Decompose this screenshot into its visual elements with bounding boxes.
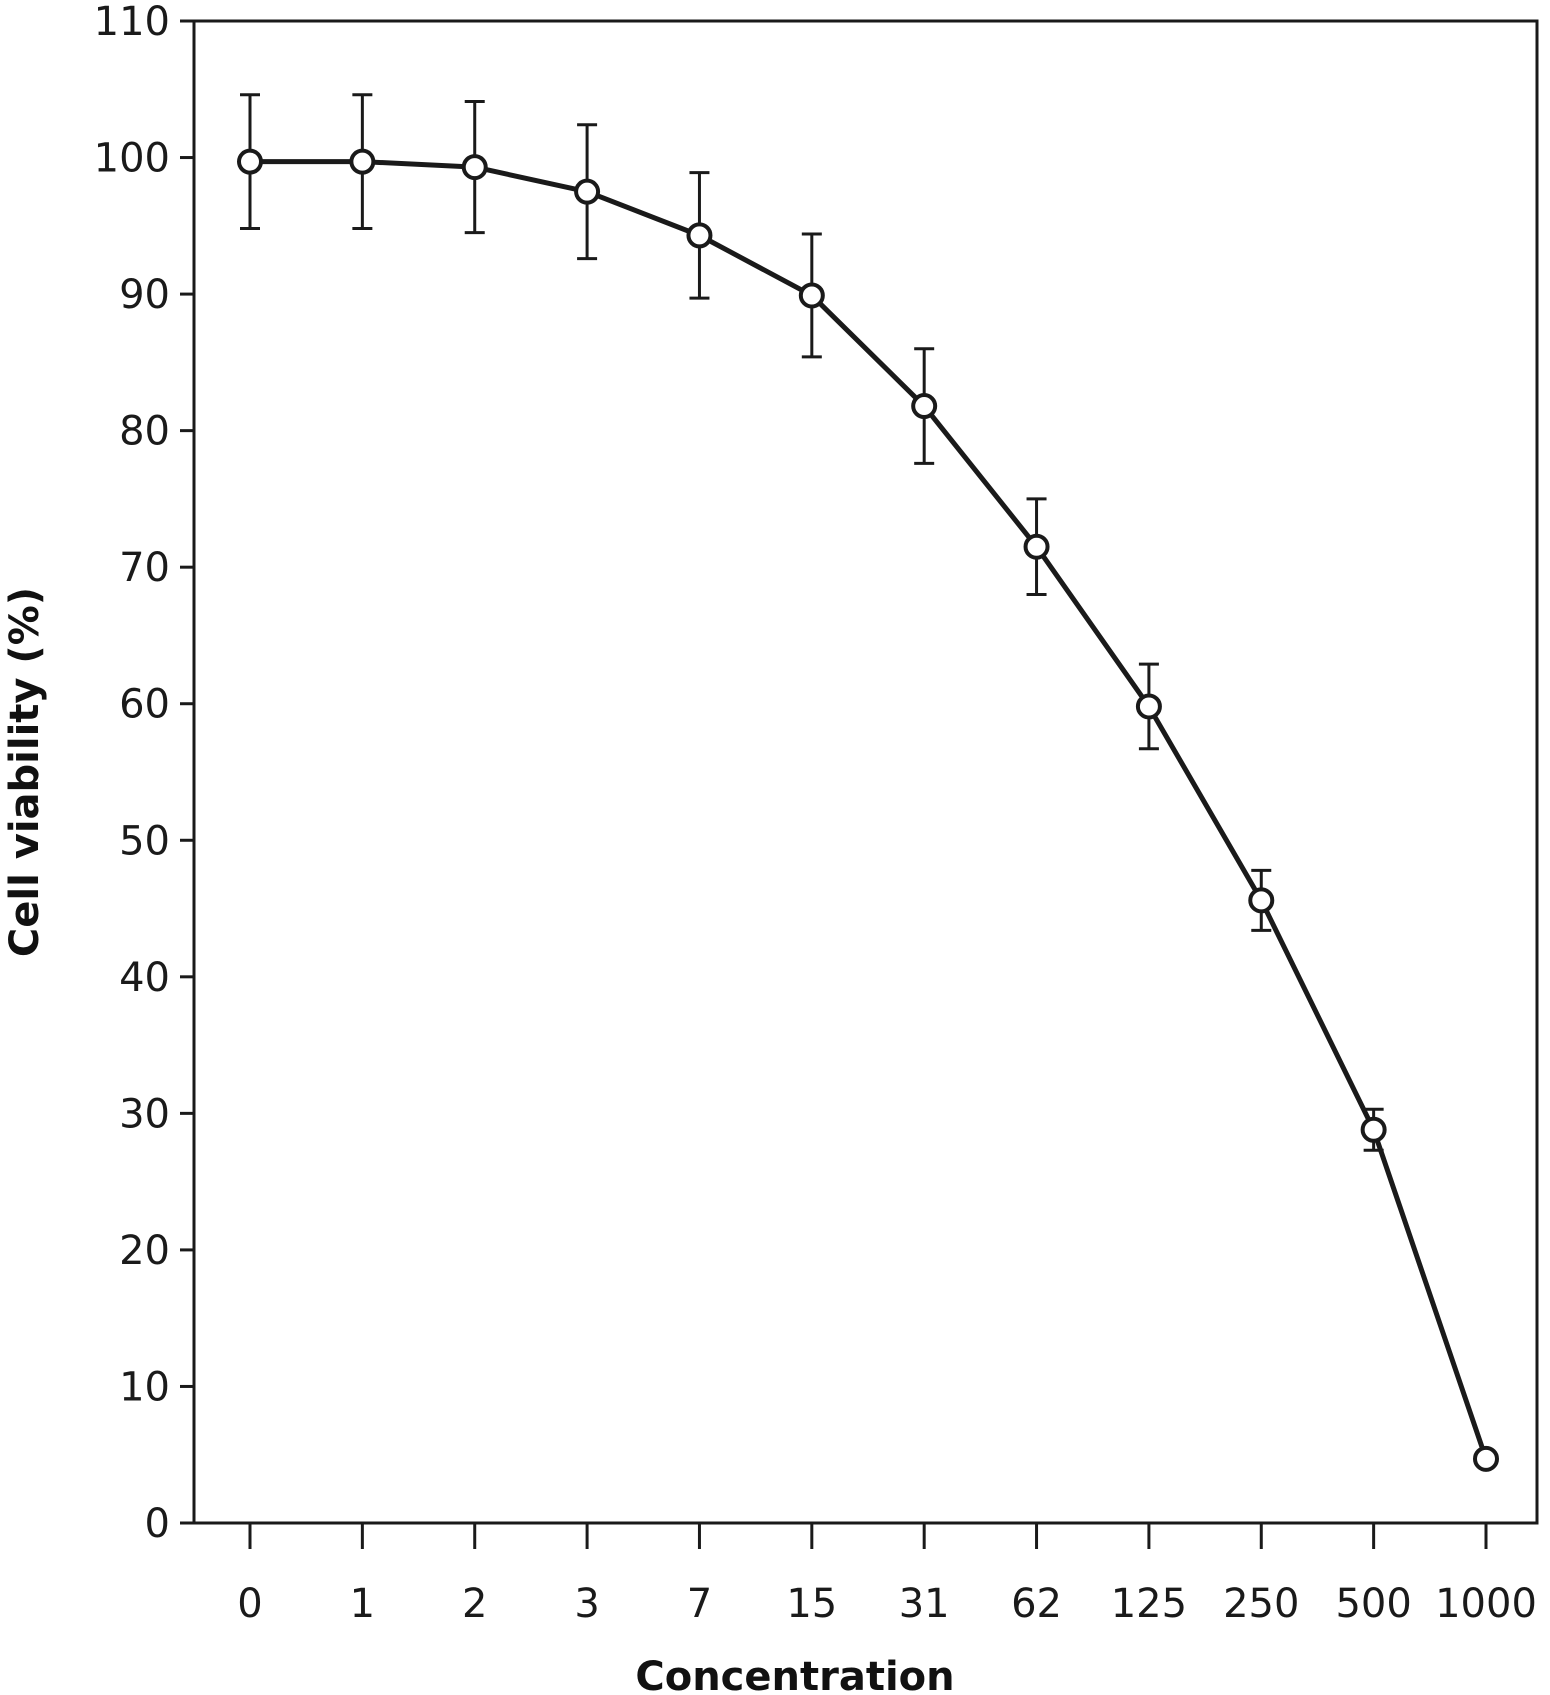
y-tick-label: 90 <box>119 272 170 318</box>
data-point <box>349 148 376 175</box>
data-point <box>237 148 263 175</box>
x-axis: 0 1 2 3 7 15 31 62 125 250 500 1000 <box>237 1523 1537 1627</box>
data-point <box>911 393 938 420</box>
y-tick-label: 10 <box>119 1364 170 1410</box>
data-point <box>798 282 825 309</box>
y-tick-label: 50 <box>119 818 170 864</box>
data-point <box>1135 693 1162 720</box>
x-tick-label: 31 <box>899 1581 950 1627</box>
error-bars <box>240 93 1384 1152</box>
x-tick-label: 15 <box>786 1581 837 1627</box>
data-point <box>686 222 713 249</box>
x-tick-label: 0 <box>237 1581 262 1627</box>
x-tick-label: 2 <box>462 1581 487 1627</box>
data-points <box>237 148 1499 1472</box>
series-line <box>250 159 1489 1460</box>
x-tick-label: 3 <box>574 1581 599 1627</box>
data-point <box>1360 1116 1387 1143</box>
y-tick-label: 70 <box>119 545 170 591</box>
x-tick-label: 62 <box>1011 1581 1062 1627</box>
x-tick-label: 1000 <box>1435 1581 1537 1627</box>
y-tick-label: 110 <box>94 0 170 45</box>
y-tick-label: 20 <box>119 1228 170 1274</box>
data-point <box>1473 1445 1499 1472</box>
x-tick-label: 1 <box>350 1581 375 1627</box>
x-tick-label: 7 <box>687 1581 712 1627</box>
y-axis-title: Cell viability (%) <box>2 587 48 957</box>
y-tick-label: 80 <box>119 409 170 455</box>
x-axis-title: Concentration <box>635 1654 954 1695</box>
x-tick-label: 250 <box>1223 1581 1299 1627</box>
y-axis: 0 10 20 30 40 50 60 70 80 90 100 110 <box>94 0 194 1547</box>
data-point <box>1248 887 1275 914</box>
y-tick-label: 100 <box>94 136 170 182</box>
x-tick-label: 125 <box>1111 1581 1187 1627</box>
data-point <box>461 154 488 181</box>
y-tick-label: 60 <box>119 682 170 728</box>
data-point <box>1023 533 1050 560</box>
data-point <box>574 178 601 205</box>
y-tick-label: 40 <box>119 955 170 1001</box>
plot-frame <box>192 19 1539 1525</box>
y-tick-label: 30 <box>119 1091 170 1137</box>
y-tick-label: 0 <box>145 1501 170 1547</box>
x-tick-label: 500 <box>1335 1581 1411 1627</box>
